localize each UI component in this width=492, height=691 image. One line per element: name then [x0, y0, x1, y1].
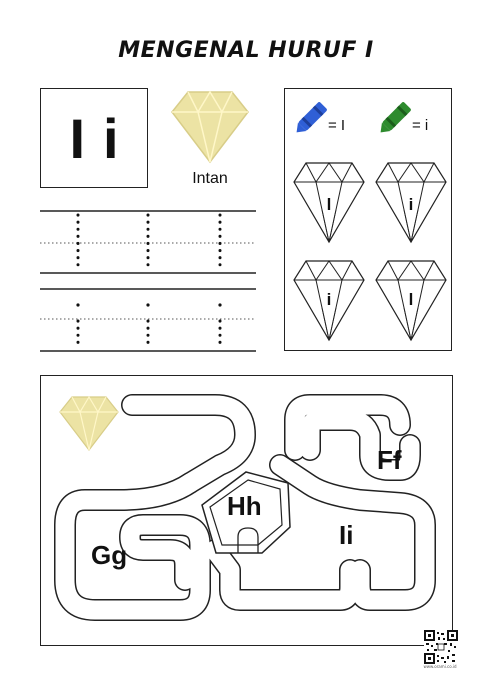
- tracing-lines: [40, 210, 256, 352]
- maze-label-ff: Ff: [377, 445, 402, 475]
- maze-path[interactable]: [40, 375, 453, 646]
- maze-label-gg: Gg: [91, 540, 128, 570]
- blue-crayon-icon: [296, 102, 327, 133]
- gem-letter-2: i: [408, 195, 414, 214]
- qr-caption: www.orami.co.id: [423, 664, 457, 669]
- maze-label-ii: Ii: [339, 520, 354, 550]
- diamond-icon: [171, 90, 249, 164]
- coloring-panel: [284, 88, 452, 351]
- gem-outline-2[interactable]: [374, 160, 448, 244]
- maze-label-hh: Hh: [227, 491, 262, 521]
- gem-outline-1[interactable]: [292, 160, 366, 244]
- blue-crayon-label: = I: [328, 117, 346, 134]
- maze-panel: [40, 375, 453, 646]
- gem-letter-3: i: [326, 290, 332, 309]
- qr-code-icon[interactable]: [424, 630, 458, 664]
- gem-letter-4: l: [408, 290, 414, 309]
- gem-letter-1: l: [326, 195, 332, 214]
- maze-house-outline: [201, 471, 291, 554]
- word-label: Intan: [192, 170, 228, 187]
- green-crayon-label: = i: [412, 117, 429, 134]
- letter-display-box: I i: [40, 88, 148, 188]
- green-crayon-icon: [380, 102, 411, 133]
- uppercase-letter: I: [69, 106, 85, 170]
- gem-outline-4[interactable]: [374, 258, 448, 342]
- lowercase-letter: i: [103, 106, 119, 170]
- diamond-small-icon: [59, 395, 119, 451]
- page-title: MENGENAL HURUF I: [118, 38, 374, 63]
- gem-outline-3[interactable]: [292, 258, 366, 342]
